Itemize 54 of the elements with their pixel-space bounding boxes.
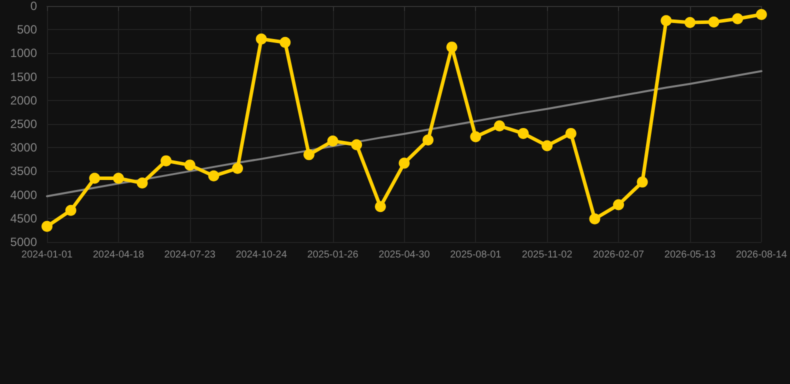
point (732, 13, 744, 24)
point (589, 213, 600, 224)
y-tick-label: 4000 (10, 188, 38, 202)
point (374, 201, 386, 212)
point (256, 34, 267, 45)
x-tick-label: 2026-08-14 (736, 250, 788, 260)
y-tick-label: 3500 (10, 164, 38, 178)
point (518, 128, 529, 139)
point (303, 149, 314, 160)
y-tick-label: 2000 (10, 93, 38, 108)
y-tick-label: 4500 (10, 211, 38, 226)
y-tick-label: 2500 (10, 117, 38, 131)
x-tick-label: 2024-10-24 (236, 250, 288, 260)
point (542, 140, 553, 152)
point (89, 172, 100, 184)
line-series (46, 70, 762, 198)
point (184, 160, 196, 171)
x-tick-label: 2026-02-07 (592, 250, 645, 260)
point (65, 204, 76, 216)
point (494, 120, 505, 132)
x-tick-label: 2024-07-23 (164, 250, 216, 260)
x-tick-label: 2026-05-13 (664, 250, 716, 260)
y-tick-label: 0 (30, 0, 38, 13)
point (446, 42, 458, 53)
y-tick-label: 500 (16, 22, 38, 37)
x-tick-label: 2025-08-01 (450, 250, 502, 260)
point (422, 134, 434, 146)
point (112, 172, 124, 184)
point (684, 17, 696, 28)
point (160, 155, 172, 166)
point (42, 220, 52, 232)
x-tick-label: 2025-01-26 (307, 250, 359, 260)
point (565, 128, 576, 139)
point (280, 36, 291, 48)
y-tick-label: 1000 (10, 46, 38, 60)
y-tick-label: 5000 (10, 235, 38, 249)
point (660, 15, 672, 26)
point (470, 131, 482, 142)
point (232, 162, 244, 174)
point (136, 178, 148, 188)
point (613, 199, 624, 210)
x-tick-label: 2024-04-18 (92, 250, 144, 260)
point (327, 135, 338, 146)
point (708, 16, 720, 28)
point (636, 176, 648, 188)
point (398, 158, 410, 169)
x-tick-label: 2025-11-02 (522, 250, 573, 260)
point (351, 139, 362, 150)
x-tick-label: 2024-01-01 (21, 250, 74, 260)
point (208, 170, 220, 182)
y-tick-label: 3000 (10, 140, 38, 155)
y-tick-label: 1500 (10, 70, 38, 84)
x-tick-label: 2025-04-30 (378, 250, 430, 260)
point (756, 9, 767, 20)
